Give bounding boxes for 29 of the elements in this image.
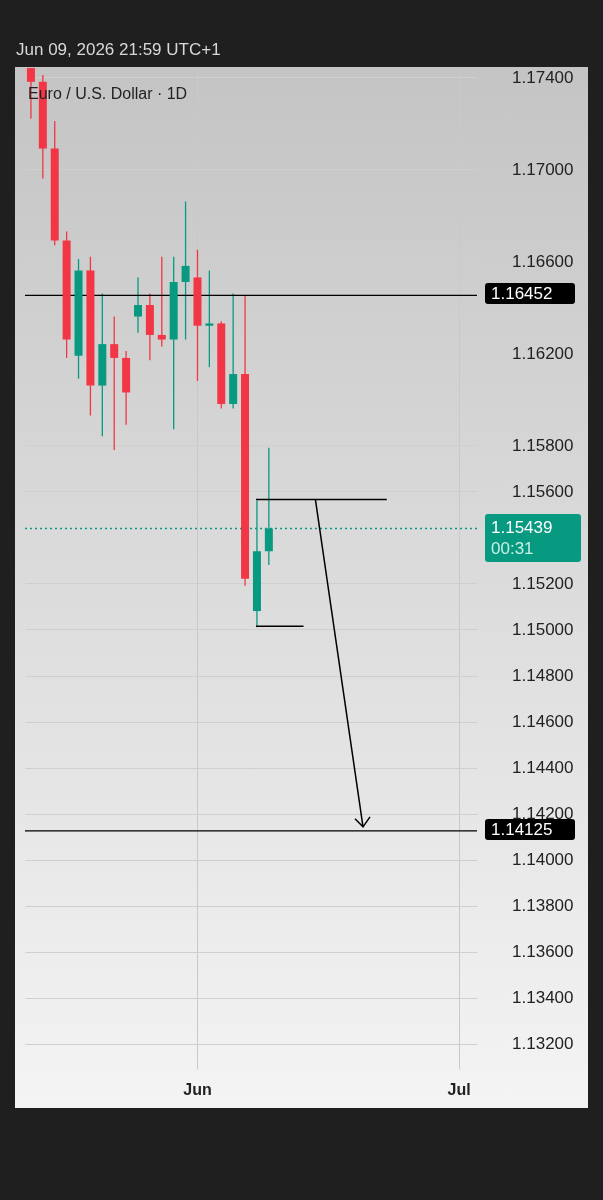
- ref-line-label: 1.14125: [485, 818, 575, 840]
- ref-line-label: 1.16452: [485, 283, 575, 305]
- y-tick-label: 1.14000: [512, 850, 574, 870]
- y-tick-label: 1.16600: [512, 251, 574, 271]
- y-tick-label: 1.14400: [512, 758, 574, 778]
- candlestick: [264, 447, 273, 566]
- y-tick-label: 1.15200: [512, 573, 574, 593]
- y-tick-label: 1.15600: [512, 481, 574, 501]
- ref-line-label: 1.15439: [491, 518, 553, 538]
- y-tick-label: 1.16200: [512, 343, 574, 363]
- y-tick-label: 1.13200: [512, 1034, 574, 1054]
- candlestick: [205, 269, 214, 368]
- candlestick: [157, 256, 166, 348]
- y-tick-label: 1.13800: [512, 896, 574, 916]
- y-tick-label: 1.13400: [512, 988, 574, 1008]
- y-tick-label: 1.17000: [512, 159, 574, 179]
- y-tick-label: 1.17400: [512, 67, 574, 87]
- y-tick-label: 1.13600: [512, 942, 574, 962]
- y-tick-label: 1.15000: [512, 619, 574, 639]
- y-tick-label: 1.14600: [512, 712, 574, 732]
- candlestick: [134, 276, 142, 334]
- candlestick: [181, 200, 190, 341]
- y-tick-label: 1.14800: [512, 666, 574, 685]
- text: 00:31: [491, 538, 535, 560]
- x-tick-label: Jul: [447, 1080, 471, 1098]
- y-tick-label: 1.15800: [512, 435, 574, 455]
- candlestick: [110, 315, 119, 451]
- x-tick-label: Jun: [183, 1080, 212, 1098]
- text: Jun 09, 2026 21:59 UTC+1: [16, 40, 221, 60]
